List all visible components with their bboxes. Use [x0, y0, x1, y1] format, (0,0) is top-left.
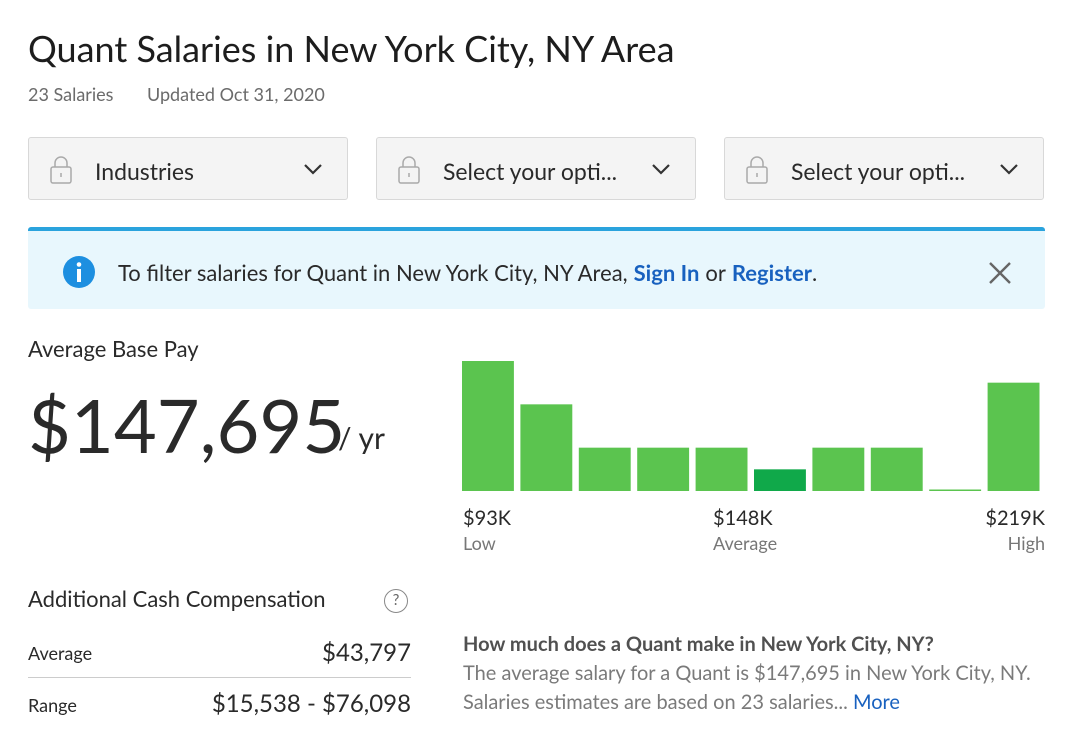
description: How much does a Quant make in New York C… — [463, 630, 1053, 717]
chevron-icon — [652, 164, 670, 175]
banner-end: . — [811, 259, 818, 286]
filter-label: Select your opti... — [443, 157, 618, 185]
histogram-bar — [578, 447, 631, 491]
additional-label: Additional Cash Compensation — [28, 585, 326, 612]
row-value: $43,797 — [322, 638, 411, 667]
filter-dropdown[interactable]: Industries — [28, 137, 348, 200]
lock-icon — [398, 156, 420, 184]
lock-icon — [50, 156, 72, 184]
more-link[interactable]: More — [852, 690, 900, 714]
row-label: Range — [28, 694, 77, 716]
average-label: Average — [713, 532, 778, 554]
chevron-icon — [304, 164, 322, 175]
description-title: How much does a Quant make in New York C… — [463, 632, 934, 656]
description-text: The average salary for a Quant is $147,6… — [463, 661, 1031, 714]
base-pay-label: Average Base Pay — [28, 335, 199, 362]
average-value: $148K — [713, 506, 773, 530]
low-value: $93K — [463, 506, 512, 530]
histogram-bar — [520, 404, 573, 491]
histogram-bar — [754, 469, 806, 491]
row-value: $15,538 - $76,098 — [211, 689, 411, 718]
low-label: Low — [463, 532, 496, 554]
lock-icon — [746, 156, 768, 184]
histogram — [462, 361, 1040, 491]
filter-label: Industries — [95, 157, 195, 185]
histogram-bar — [929, 489, 982, 491]
histogram-bar — [695, 447, 748, 491]
close-button[interactable] — [988, 261, 1012, 285]
salary-count: 23 Salaries — [28, 83, 114, 105]
filter-label: Select your opti... — [791, 157, 966, 185]
sign-in-link[interactable]: Sign In — [633, 259, 700, 286]
page-title: Quant Salaries in New York City, NY Area — [28, 26, 675, 70]
filter-dropdown[interactable]: Select your opti... — [376, 137, 696, 200]
high-value: $219K — [985, 506, 1045, 530]
high-label: High — [1007, 532, 1045, 554]
histogram-bar — [637, 447, 690, 491]
help-icon[interactable]: ? — [384, 589, 408, 613]
histogram-bar — [462, 361, 514, 491]
chevron-icon — [1000, 164, 1018, 175]
histogram-bar — [812, 447, 865, 491]
info-icon — [63, 256, 95, 288]
histogram-bar — [987, 382, 1040, 491]
banner-text: To filter salaries for Quant in New York… — [118, 259, 628, 286]
register-link[interactable]: Register — [731, 259, 812, 286]
histogram-bar — [870, 447, 923, 491]
updated-date: Updated Oct 31, 2020 — [147, 83, 325, 105]
info-banner: To filter salaries for Quant in New York… — [28, 227, 1045, 309]
base-pay-unit: / yr — [338, 420, 385, 456]
row-divider — [28, 677, 411, 678]
banner-or: or — [705, 259, 726, 286]
banner-message: To filter salaries for Quant in New York… — [118, 259, 817, 286]
row-label: Average — [28, 642, 93, 664]
filter-dropdown[interactable]: Select your opti... — [724, 137, 1044, 200]
base-pay-amount: $147,695 — [28, 380, 346, 469]
